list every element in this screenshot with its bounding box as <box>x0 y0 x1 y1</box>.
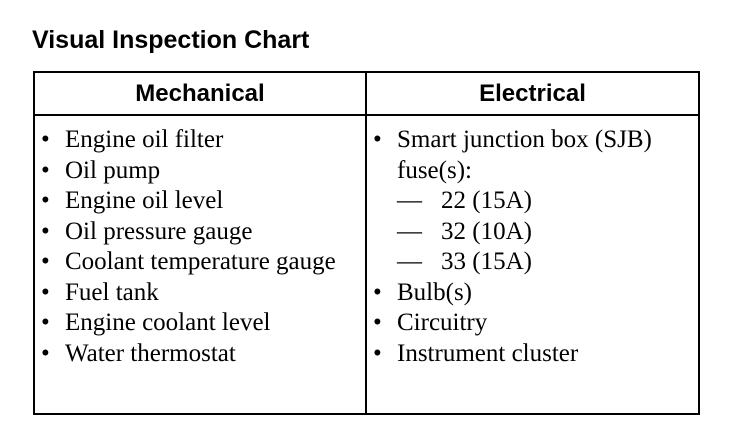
electrical-cell: • Smart junction box (SJB) fuse(s): — 22 (… <box>365 114 700 415</box>
list-item: • Engine coolant level <box>41 308 357 339</box>
list-item-label: Engine coolant level <box>65 309 271 336</box>
mechanical-cell: • Engine oil filter • Oil pump • Engine oil… <box>33 114 367 415</box>
dash-icon: — <box>397 187 422 214</box>
list-item-label: Fuel tank <box>65 278 159 306</box>
mechanical-list: • Engine oil filter • Oil pump • Engine oil… <box>41 125 357 369</box>
dash-icon: — <box>397 217 422 245</box>
list-item-label: Circuitry <box>397 309 488 336</box>
list-item: • Circuitry <box>373 308 690 339</box>
list-item-label: Engine oil level <box>65 187 224 214</box>
electrical-list: • Smart junction box (SJB) fuse(s): — 22 (… <box>373 125 690 369</box>
bullet-icon: • <box>41 217 50 245</box>
fuse-item: — 32 (10A) <box>397 217 690 248</box>
inspection-table: Mechanical Electrical • Engine oil filter… <box>33 71 700 415</box>
list-item: • Water thermostat <box>41 339 357 370</box>
list-item: • Bulb(s) <box>373 278 690 309</box>
chart-title: Visual Inspection Chart <box>32 26 310 54</box>
dash-icon: — <box>397 248 422 275</box>
bullet-icon: • <box>41 248 50 275</box>
list-item: • Smart junction box (SJB) fuse(s): — 22 (… <box>373 125 690 278</box>
mechanical-header: Mechanical <box>33 71 367 116</box>
fuse-label: 32 (10A) <box>441 217 532 245</box>
list-item-label: Engine oil filter <box>65 126 224 153</box>
fuse-item: — 22 (15A) <box>397 186 690 217</box>
bullet-icon: • <box>373 309 382 336</box>
body-row: • Engine oil filter • Oil pump • Engine oil… <box>33 114 700 415</box>
list-item: • Engine oil level <box>41 186 357 217</box>
electrical-header: Electrical <box>365 71 700 116</box>
list-item: • Engine oil filter <box>41 125 357 156</box>
list-item-label: Oil pump <box>65 156 161 184</box>
bullet-icon: • <box>373 339 382 367</box>
bullet-icon: • <box>41 126 50 153</box>
bullet-icon: • <box>41 339 50 367</box>
list-item: • Oil pressure gauge <box>41 217 357 248</box>
list-item: • Instrument cluster <box>373 339 690 370</box>
list-item: • Oil pump <box>41 156 357 187</box>
list-item-label: Smart junction box (SJB) fuse(s): <box>397 126 652 184</box>
bullet-icon: • <box>41 278 50 306</box>
fuse-item: — 33 (15A) <box>397 247 690 278</box>
list-item-label: Coolant temperature gauge <box>65 248 336 275</box>
fuse-sublist: — 22 (15A) — 32 (10A) — 33 (15A) <box>397 186 690 278</box>
list-item-label: Oil pressure gauge <box>65 217 253 245</box>
bullet-icon: • <box>373 278 382 306</box>
list-item: • Fuel tank <box>41 278 357 309</box>
list-item-label: Instrument cluster <box>397 339 579 367</box>
list-item-label: Water thermostat <box>65 339 236 367</box>
bullet-icon: • <box>41 187 50 214</box>
header-row: Mechanical Electrical <box>33 71 700 116</box>
fuse-label: 22 (15A) <box>441 187 532 214</box>
fuse-label: 33 (15A) <box>441 248 532 275</box>
bullet-icon: • <box>41 309 50 336</box>
list-item-label: Bulb(s) <box>397 278 472 306</box>
bullet-icon: • <box>373 126 382 153</box>
bullet-icon: • <box>41 156 50 184</box>
list-item: • Coolant temperature gauge <box>41 247 357 278</box>
